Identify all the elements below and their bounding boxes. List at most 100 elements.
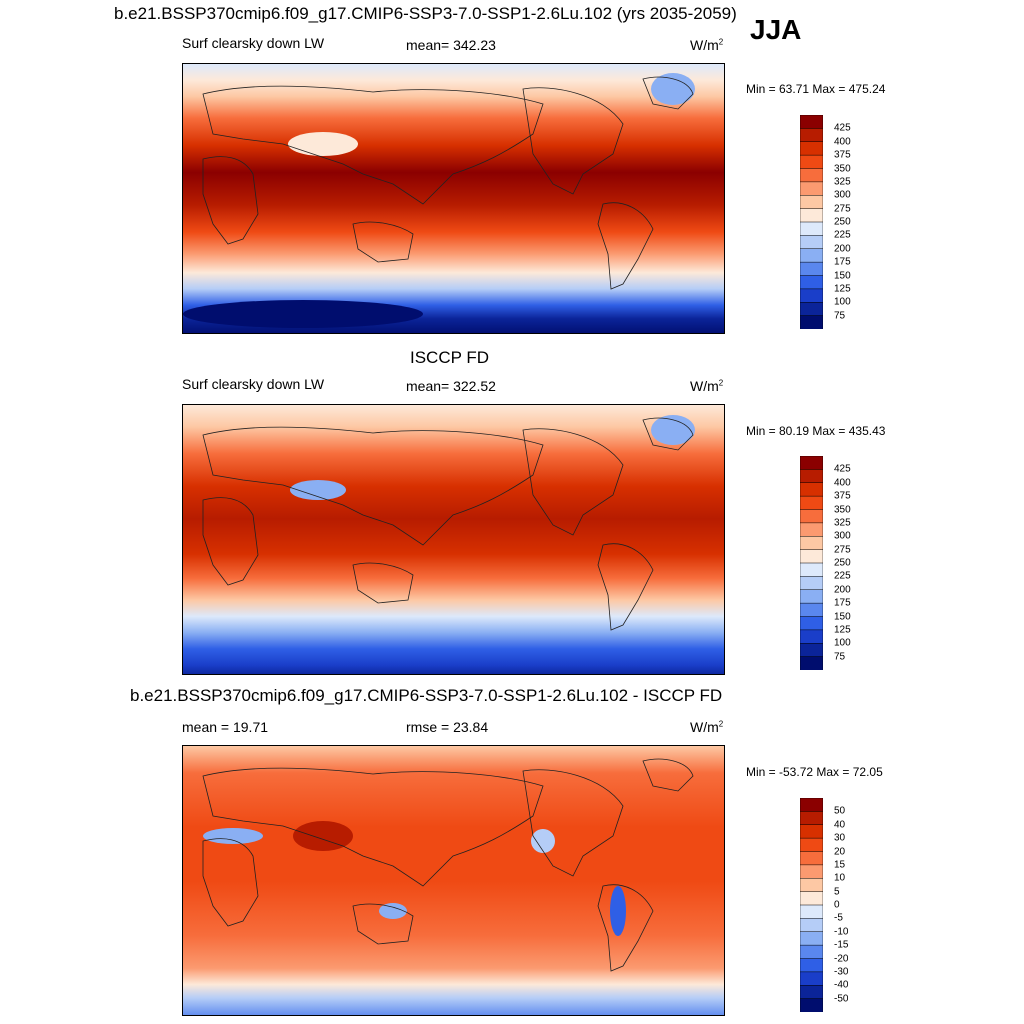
panel2-colorbar-label: 375: [834, 490, 851, 502]
panel1-colorbar-label: 275: [834, 203, 851, 215]
panel3-colorbar-label: -5: [834, 912, 843, 924]
colorbar-swatch: [800, 536, 823, 551]
colorbar-swatch: [800, 971, 823, 987]
colorbar-swatch: [800, 602, 823, 618]
colorbar-swatch: [800, 235, 823, 250]
colorbar-swatch: [800, 891, 823, 906]
panel3-colorbar-label: 40: [834, 819, 846, 831]
colorbar-swatch: [800, 509, 823, 524]
panel1-colorbar: [800, 115, 823, 329]
panel1-colorbar-swatches: [800, 115, 823, 329]
colorbar-swatch: [800, 195, 823, 210]
panel1-colorbar-label: 325: [834, 176, 851, 188]
colorbar-swatch: [800, 562, 823, 578]
panel3-colorbar-label: 50: [834, 805, 846, 817]
colorbar-swatch: [800, 128, 823, 143]
panel1-colorbar-label: 300: [834, 189, 851, 201]
panel2-colorbar-label: 75: [834, 651, 846, 663]
panel3-colorbar-label: -50: [834, 993, 849, 1005]
colorbar-swatch: [800, 522, 823, 538]
colorbar-swatch: [800, 495, 823, 511]
panel3-colorbar-label: 20: [834, 846, 846, 857]
colorbar-swatch: [800, 154, 823, 170]
panel2-minmax-label: Min = 80.19 Max = 435.43: [746, 424, 886, 438]
colorbar-swatch: [800, 904, 823, 920]
colorbar-swatch: [800, 315, 823, 329]
panel2-colorbar-label: 275: [834, 544, 851, 556]
colorbar-swatch: [800, 469, 823, 484]
panel3-colorbar-label: 0: [834, 899, 840, 911]
panel3-colorbar: [800, 798, 823, 1012]
colorbar-swatch: [800, 931, 823, 946]
colorbar-swatch: [800, 824, 823, 839]
panel2-colorbar-label: 100: [834, 637, 851, 649]
panel3-units-label: W/m2: [690, 719, 724, 735]
colorbar-swatch: [800, 456, 823, 471]
colorbar-swatch: [800, 878, 823, 893]
colorbar-swatch: [800, 208, 823, 223]
panel1-colorbar-label: 100: [834, 296, 851, 308]
panel3-colorbar-label: 15: [834, 859, 846, 871]
colorbar-swatch: [800, 643, 823, 658]
colorbar-swatch: [800, 944, 823, 960]
panel2-colorbar-label: 400: [834, 477, 851, 489]
colorbar-swatch: [800, 482, 823, 497]
panel1-colorbar-label: 175: [834, 256, 851, 268]
colorbar-swatch: [800, 275, 823, 290]
colorbar-swatch: [800, 616, 823, 631]
panel1-title: b.e21.BSSP370cmip6.f09_g17.CMIP6-SSP3-7.…: [114, 4, 737, 23]
panel2-mean-label: mean= 322.52: [406, 378, 496, 394]
colorbar-swatch: [800, 115, 823, 130]
panel3-colorbar-label: 10: [834, 872, 846, 884]
panel2-title: ISCCP FD: [410, 348, 490, 367]
colorbar-swatch: [800, 576, 823, 591]
panel3-colorbar-label: 5: [834, 886, 840, 898]
colorbar-swatch: [800, 302, 823, 317]
panel1-map: [182, 63, 725, 334]
colorbar-swatch: [800, 168, 823, 183]
panel1-units-label: W/m2: [690, 37, 724, 53]
colorbar-swatch: [800, 261, 823, 277]
colorbar-swatch: [800, 288, 823, 304]
panel3-minmax-label: Min = -53.72 Max = 72.05: [746, 765, 883, 779]
colorbar-swatch: [800, 958, 823, 973]
panel2-variable-label: Surf clearsky down LW: [182, 376, 325, 392]
panel2-colorbar-label: 150: [834, 611, 851, 622]
panel2-colorbar-label: 300: [834, 530, 851, 542]
panel3-colorbar-label: 30: [834, 832, 846, 844]
colorbar-swatch: [800, 248, 823, 263]
colorbar-swatch: [800, 629, 823, 645]
colorbar-swatch: [800, 864, 823, 880]
panel2-colorbar-swatches: [800, 456, 823, 670]
colorbar-swatch: [800, 221, 823, 237]
colorbar-swatch: [800, 918, 823, 933]
panel2-colorbar-label: 200: [834, 584, 851, 596]
colorbar-swatch: [800, 656, 823, 670]
panel3-colorbar-label: -40: [834, 979, 849, 991]
colorbar-swatch: [800, 837, 823, 853]
panel1-colorbar-label: 225: [834, 229, 851, 241]
panel2-units-label: W/m2: [690, 378, 724, 394]
panel1-colorbar-label: 375: [834, 149, 851, 161]
panel1-colorbar-label: 75: [834, 310, 846, 322]
colorbar-swatch: [800, 851, 823, 866]
panel3-title: b.e21.BSSP370cmip6.f09_g17.CMIP6-SSP3-7.…: [130, 686, 723, 705]
colorbar-swatch: [800, 549, 823, 564]
colorbar-swatch: [800, 998, 823, 1012]
panel2-colorbar-label: 350: [834, 504, 851, 515]
panel3-colorbar-label: -10: [834, 926, 849, 938]
panel1-variable-label: Surf clearsky down LW: [182, 35, 325, 51]
panel2-colorbar: [800, 456, 823, 670]
panel1-colorbar-label: 425: [834, 122, 851, 134]
panel2-colorbar-label: 175: [834, 597, 851, 609]
panel2-colorbar-label: 125: [834, 624, 851, 636]
panel2-colorbar-label: 225: [834, 570, 851, 582]
panel1-minmax-label: Min = 63.71 Max = 475.24: [746, 82, 886, 96]
panel3-colorbar-label: -30: [834, 966, 849, 978]
panel3-rmse-label: rmse = 23.84: [406, 719, 489, 735]
colorbar-swatch: [800, 985, 823, 1000]
colorbar-swatch: [800, 181, 823, 197]
colorbar-swatch: [800, 811, 823, 826]
panel1-colorbar-label: 125: [834, 283, 851, 295]
panel1-colorbar-label: 250: [834, 216, 851, 228]
